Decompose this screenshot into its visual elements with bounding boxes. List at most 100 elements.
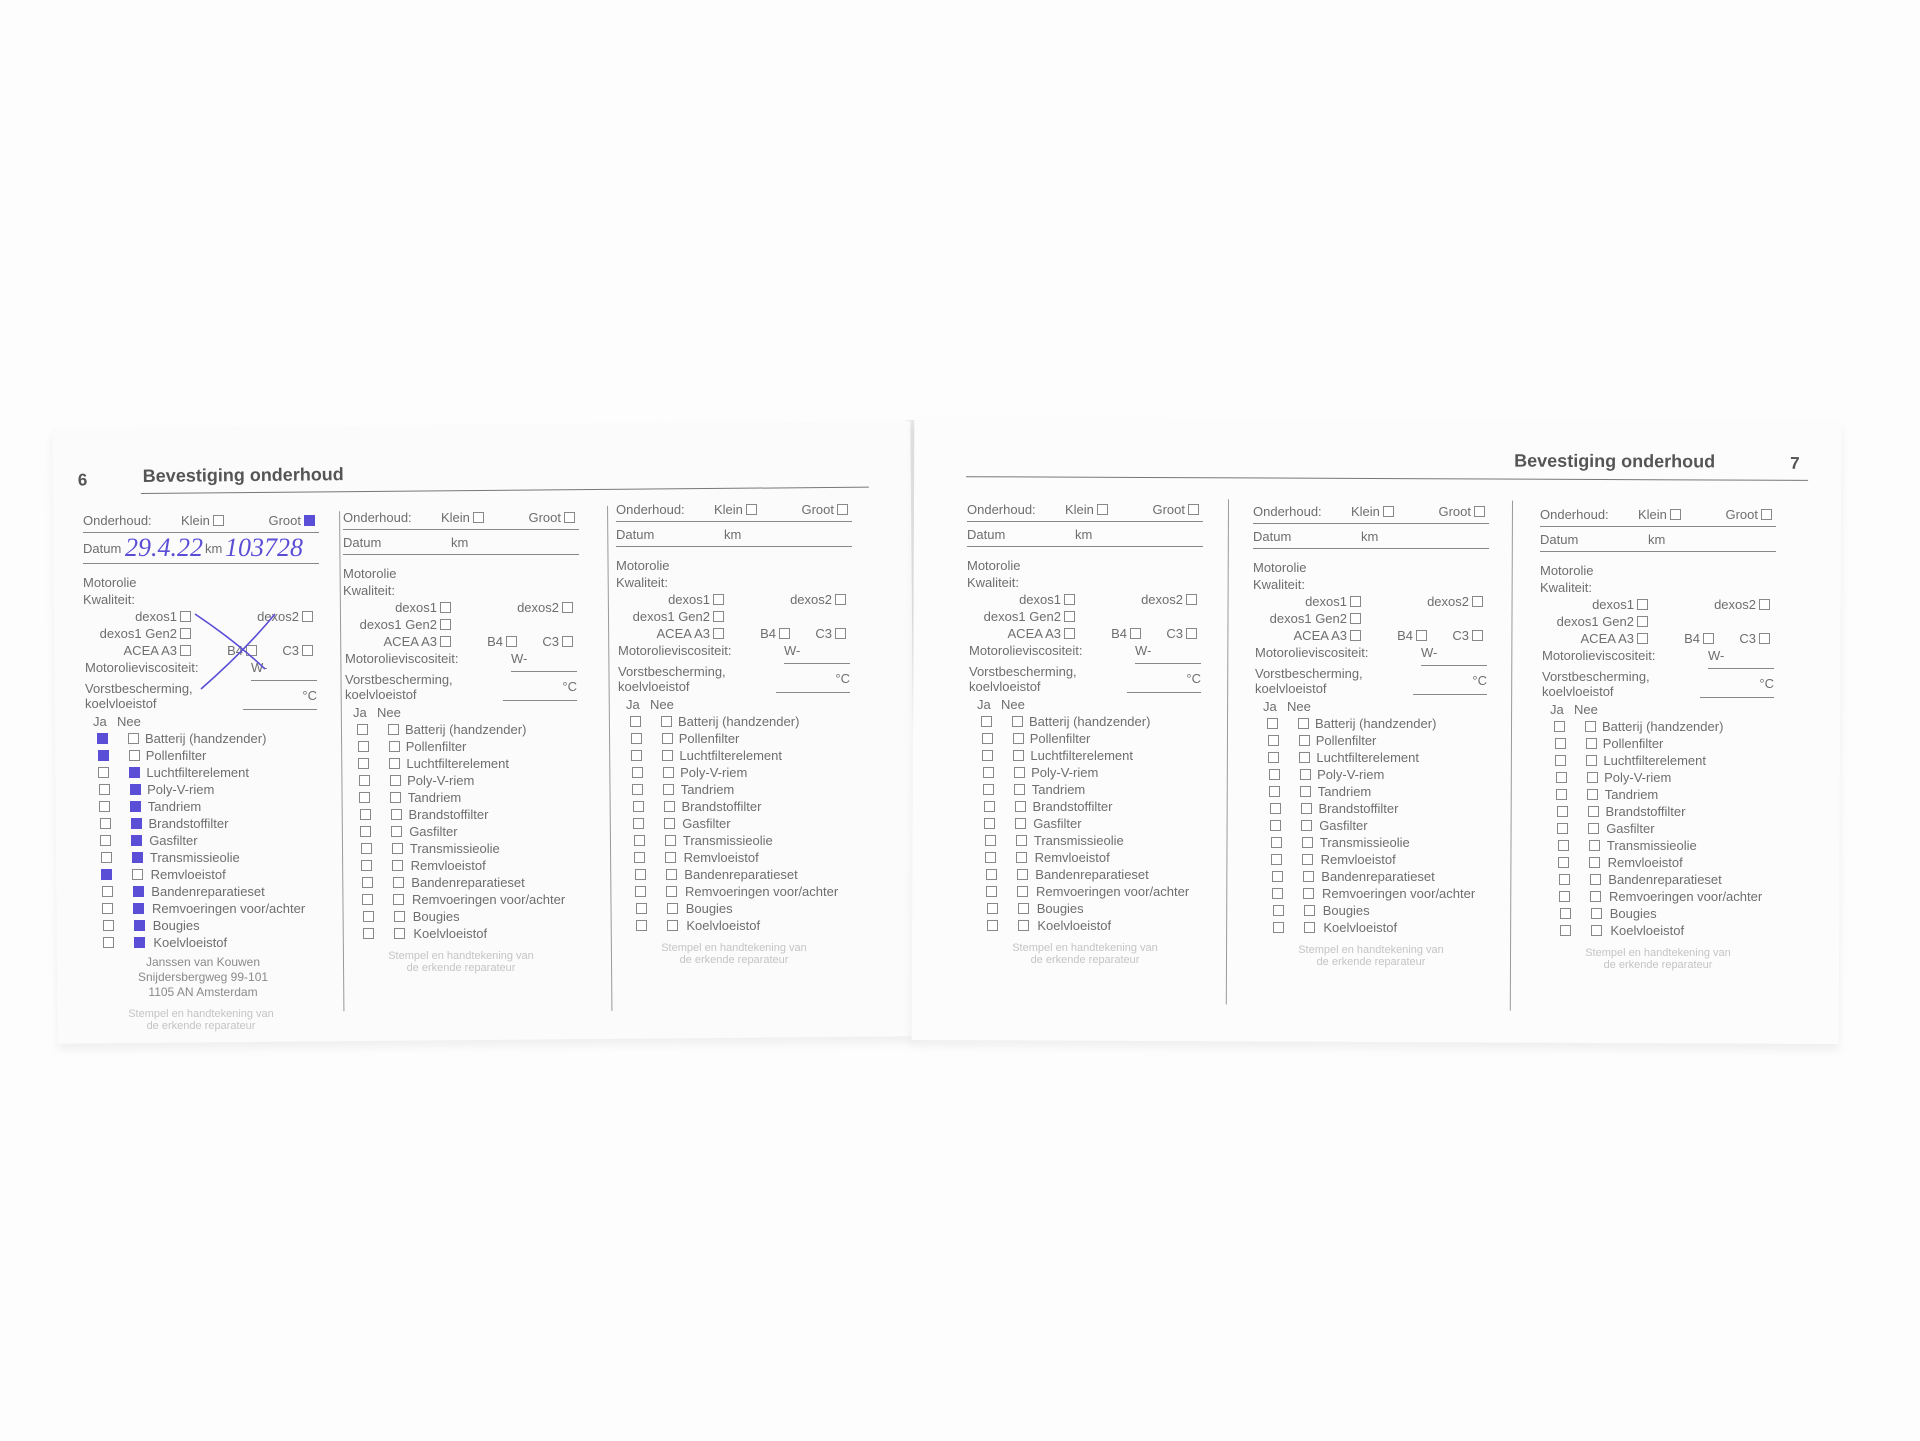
ja-checkbox[interactable] bbox=[982, 750, 993, 761]
ja-checkbox[interactable] bbox=[357, 724, 368, 735]
c3-checkbox[interactable] bbox=[1186, 628, 1197, 639]
ja-checkbox[interactable] bbox=[98, 767, 109, 778]
c3-option[interactable]: C3 bbox=[815, 625, 846, 642]
dexos1-gen2-option[interactable]: dexos1 Gen2 bbox=[984, 608, 1075, 625]
ja-checkbox[interactable] bbox=[986, 903, 998, 914]
dexos1-gen2-option[interactable]: dexos1 Gen2 bbox=[1557, 613, 1648, 630]
nee-checkbox[interactable] bbox=[132, 869, 143, 880]
dexos1-gen2-checkbox[interactable] bbox=[440, 619, 451, 630]
nee-checkbox[interactable] bbox=[661, 733, 673, 744]
nee-checkbox[interactable] bbox=[390, 809, 402, 820]
groot-option[interactable]: Groot bbox=[1152, 497, 1199, 523]
acea-a3-checkbox[interactable] bbox=[713, 628, 724, 639]
ja-checkbox[interactable] bbox=[635, 903, 647, 914]
dexos2-option[interactable]: dexos2 bbox=[257, 608, 313, 625]
klein-option[interactable]: Klein bbox=[181, 508, 224, 534]
ja-checkbox[interactable] bbox=[630, 716, 641, 727]
ja-checkbox[interactable] bbox=[361, 877, 373, 888]
nee-checkbox[interactable] bbox=[1299, 752, 1310, 763]
nee-checkbox[interactable] bbox=[131, 835, 142, 846]
nee-checkbox[interactable] bbox=[130, 818, 142, 829]
acea-a3-checkbox[interactable] bbox=[180, 645, 191, 656]
nee-checkbox[interactable] bbox=[1591, 925, 1602, 936]
groot-option[interactable]: Groot bbox=[1438, 499, 1485, 525]
nee-checkbox[interactable] bbox=[1017, 903, 1029, 914]
dexos1-checkbox[interactable] bbox=[1064, 594, 1075, 605]
nee-checkbox[interactable] bbox=[1589, 857, 1600, 868]
ja-checkbox[interactable] bbox=[1558, 857, 1569, 868]
dexos1-option[interactable]: dexos1 bbox=[1019, 591, 1075, 608]
ja-checkbox[interactable] bbox=[1272, 905, 1284, 916]
ja-checkbox[interactable] bbox=[357, 741, 369, 752]
nee-checkbox[interactable] bbox=[665, 869, 677, 880]
nee-checkbox[interactable] bbox=[1302, 854, 1313, 865]
nee-checkbox[interactable] bbox=[667, 920, 678, 931]
dexos1-checkbox[interactable] bbox=[1637, 599, 1648, 610]
antifreeze-field[interactable]: °C bbox=[1413, 666, 1487, 695]
acea-a3-checkbox[interactable] bbox=[1064, 628, 1075, 639]
b4-checkbox[interactable] bbox=[1416, 630, 1427, 641]
ja-checkbox[interactable] bbox=[633, 818, 644, 829]
groot-option[interactable]: Groot bbox=[1725, 502, 1772, 528]
acea-a3-option[interactable]: ACEA A3 bbox=[1581, 630, 1648, 647]
nee-checkbox[interactable] bbox=[133, 920, 145, 931]
ja-checkbox[interactable] bbox=[1559, 891, 1570, 902]
nee-checkbox[interactable] bbox=[1012, 716, 1023, 727]
nee-checkbox[interactable] bbox=[1586, 755, 1597, 766]
nee-checkbox[interactable] bbox=[665, 852, 676, 863]
nee-checkbox[interactable] bbox=[1588, 840, 1600, 851]
ja-checkbox[interactable] bbox=[100, 852, 112, 863]
c3-checkbox[interactable] bbox=[562, 636, 573, 647]
ja-checkbox[interactable] bbox=[99, 801, 110, 812]
dexos1-gen2-checkbox[interactable] bbox=[1350, 613, 1361, 624]
nee-checkbox[interactable] bbox=[128, 733, 139, 744]
nee-checkbox[interactable] bbox=[664, 835, 676, 846]
ja-checkbox[interactable] bbox=[635, 886, 646, 897]
viscosity-field[interactable]: W- bbox=[1421, 644, 1487, 666]
ja-checkbox[interactable] bbox=[1556, 806, 1568, 817]
ja-checkbox[interactable] bbox=[632, 801, 644, 812]
ja-checkbox[interactable] bbox=[981, 716, 992, 727]
ja-checkbox[interactable] bbox=[633, 835, 645, 846]
nee-checkbox[interactable] bbox=[1301, 820, 1312, 831]
ja-checkbox[interactable] bbox=[1268, 769, 1280, 780]
c3-option[interactable]: C3 bbox=[1739, 630, 1770, 647]
dexos1-option[interactable]: dexos1 bbox=[1305, 593, 1361, 610]
nee-checkbox[interactable] bbox=[390, 792, 401, 803]
groot-checkbox[interactable] bbox=[837, 504, 848, 515]
ja-checkbox[interactable] bbox=[1557, 823, 1568, 834]
nee-checkbox[interactable] bbox=[1586, 772, 1598, 783]
ja-checkbox[interactable] bbox=[97, 750, 109, 761]
acea-a3-checkbox[interactable] bbox=[1350, 630, 1361, 641]
b4-option[interactable]: B4 bbox=[1684, 630, 1714, 647]
ja-checkbox[interactable] bbox=[361, 860, 372, 871]
ja-checkbox[interactable] bbox=[1272, 888, 1283, 899]
ja-checkbox[interactable] bbox=[634, 869, 646, 880]
nee-checkbox[interactable] bbox=[1016, 852, 1027, 863]
ja-checkbox[interactable] bbox=[1558, 874, 1570, 885]
nee-checkbox[interactable] bbox=[389, 758, 400, 769]
nee-checkbox[interactable] bbox=[1300, 786, 1311, 797]
b4-option[interactable]: B4 bbox=[1111, 625, 1141, 642]
klein-option[interactable]: Klein bbox=[1351, 499, 1394, 525]
nee-checkbox[interactable] bbox=[1589, 874, 1601, 885]
klein-option[interactable]: Klein bbox=[1065, 497, 1108, 523]
ja-checkbox[interactable] bbox=[1270, 837, 1282, 848]
b4-option[interactable]: B4 bbox=[227, 642, 257, 659]
b4-option[interactable]: B4 bbox=[760, 625, 790, 642]
ja-checkbox[interactable] bbox=[102, 920, 114, 931]
c3-option[interactable]: C3 bbox=[282, 642, 313, 659]
viscosity-field[interactable]: W- bbox=[784, 642, 850, 664]
ja-checkbox[interactable] bbox=[1271, 871, 1283, 882]
nee-checkbox[interactable] bbox=[1298, 735, 1310, 746]
nee-checkbox[interactable] bbox=[393, 911, 405, 922]
groot-checkbox[interactable] bbox=[564, 512, 575, 523]
dexos1-gen2-checkbox[interactable] bbox=[180, 628, 191, 639]
klein-option[interactable]: Klein bbox=[1638, 502, 1681, 528]
dexos1-gen2-checkbox[interactable] bbox=[713, 611, 724, 622]
b4-checkbox[interactable] bbox=[246, 645, 257, 656]
nee-checkbox[interactable] bbox=[129, 784, 141, 795]
nee-checkbox[interactable] bbox=[1014, 801, 1026, 812]
nee-checkbox[interactable] bbox=[391, 843, 403, 854]
dexos1-gen2-checkbox[interactable] bbox=[1637, 616, 1648, 627]
